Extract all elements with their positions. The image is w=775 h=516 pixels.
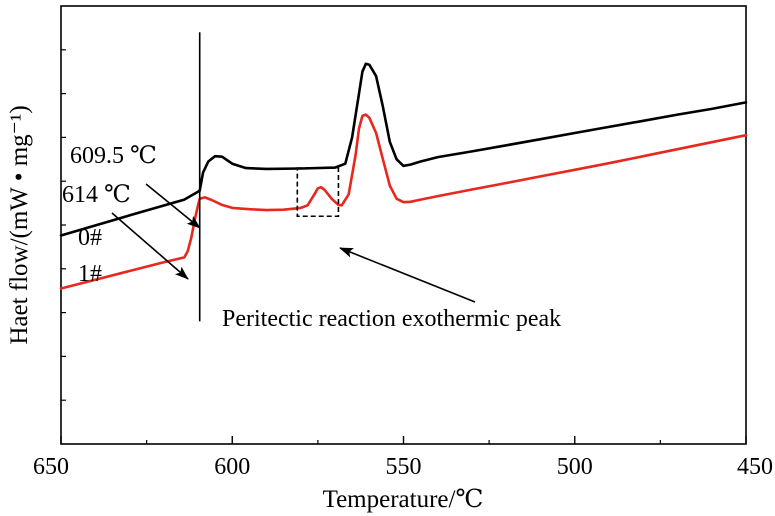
arrow-614 (111, 212, 189, 280)
x-axis-ticks: 650 600 550 500 450 (33, 436, 773, 480)
series-line-0 (198, 62, 748, 193)
y-axis-ticks (61, 49, 66, 401)
arrow-peak (339, 247, 476, 303)
series-label-1: 1# (78, 261, 102, 287)
x-tick-label-500: 500 (557, 454, 593, 480)
arrow-609-5 (145, 183, 201, 229)
series-label-0: 0# (78, 225, 102, 251)
x-axis-label: Temperature/℃ (323, 486, 484, 513)
annotation-peritectic-peak: Peritectic reaction exothermic peak (222, 306, 561, 332)
y-axis-label: Haet flow/(mW • mg⁻¹) (6, 105, 33, 344)
x-tick-label-600: 600 (214, 454, 250, 480)
series-line-2 (59, 189, 201, 237)
annotation-609-5: 609.5 ℃ (70, 143, 157, 169)
plot-frame (60, 5, 747, 445)
series-line-1 (59, 113, 748, 290)
x-tick-label-450: 450 (737, 454, 773, 480)
peritectic-peak-box (296, 167, 340, 218)
x-tick-label-550: 550 (386, 454, 422, 480)
series-group (59, 62, 748, 290)
annotation-614: 614 ℃ (62, 182, 131, 208)
x-tick-label-650: 650 (33, 454, 69, 480)
